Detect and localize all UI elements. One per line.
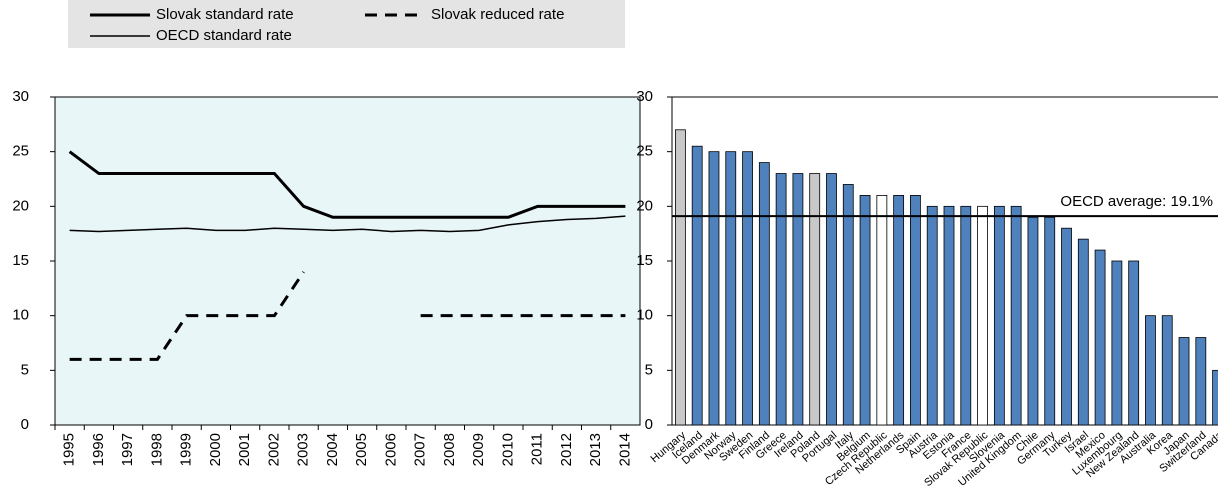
bar (1128, 260, 1140, 426)
reference-label: OECD average: 19.1% (1060, 193, 1213, 210)
y-tick-label: 20 (12, 197, 29, 214)
x-tick-label: 2004 (324, 433, 341, 466)
x-tick-label: 2008 (441, 433, 458, 466)
series-line (69, 271, 626, 361)
x-tick-label: 2012 (558, 433, 575, 466)
bar (910, 194, 921, 426)
bar (691, 145, 703, 426)
bar (674, 129, 686, 426)
y-tick-label: 15 (636, 252, 653, 269)
bar (842, 184, 854, 426)
x-tick-label: 1995 (61, 433, 78, 466)
bar (1161, 315, 1173, 426)
x-tick-label: 2006 (382, 433, 399, 466)
y-tick-label: 15 (12, 252, 29, 269)
x-tick-label: 2011 (529, 433, 546, 465)
x-tick-label: 1998 (148, 433, 165, 466)
bar (742, 151, 753, 426)
x-tick-label: 2013 (587, 433, 604, 466)
bar (1027, 216, 1039, 426)
legend-label: Slovak standard rate (156, 6, 294, 23)
bar (725, 151, 737, 426)
bar (1145, 315, 1156, 426)
bar (977, 205, 988, 426)
legend-label: Slovak reduced rate (431, 6, 564, 23)
bar (1044, 216, 1056, 426)
y-tick-label: 0 (21, 416, 29, 433)
bar (1212, 369, 1218, 426)
series-line (68, 150, 626, 219)
bar (1094, 249, 1106, 426)
x-tick-label: 2014 (616, 433, 633, 466)
x-tick-label: 1996 (90, 433, 107, 466)
bar (826, 173, 837, 426)
legend-box (68, 0, 625, 48)
y-tick-label: 25 (636, 143, 653, 160)
bar (943, 205, 955, 426)
bar (993, 205, 1005, 426)
plot-area (54, 96, 641, 426)
bar (1061, 227, 1072, 426)
x-tick-label: 2009 (470, 433, 487, 466)
bar (792, 173, 804, 426)
y-tick-label: 5 (21, 361, 29, 378)
bar (1111, 260, 1123, 426)
x-tick-label: 1999 (178, 433, 195, 466)
y-tick-label: 5 (645, 361, 653, 378)
bar (926, 205, 938, 426)
y-tick-label: 10 (636, 307, 653, 324)
x-tick-label: 2002 (265, 433, 282, 466)
y-tick-label: 0 (645, 416, 653, 433)
bar (1178, 337, 1190, 426)
y-tick-label: 30 (12, 88, 29, 105)
series-line (69, 215, 626, 233)
y-tick-label: 30 (636, 88, 653, 105)
bar (809, 173, 821, 426)
x-tick-label: 2001 (236, 433, 253, 466)
bar (1195, 337, 1207, 426)
bar (775, 173, 787, 426)
legend-label: OECD standard rate (156, 27, 292, 44)
x-tick-label: 2005 (353, 433, 370, 466)
bar (1010, 205, 1022, 426)
x-tick-label: 2007 (412, 433, 429, 466)
x-tick-label: 1997 (119, 433, 136, 466)
bar (1077, 238, 1089, 426)
x-tick-label: 2000 (207, 433, 224, 466)
bar (708, 151, 720, 426)
y-tick-label: 10 (12, 307, 29, 324)
y-tick-label: 20 (636, 197, 653, 214)
bar (758, 162, 770, 426)
x-tick-label: 2003 (295, 433, 312, 466)
y-tick-label: 25 (12, 143, 29, 160)
x-tick-label: 2010 (499, 433, 516, 466)
bar (960, 205, 972, 426)
bar (876, 194, 888, 426)
bar (859, 194, 871, 426)
bar (893, 194, 905, 426)
